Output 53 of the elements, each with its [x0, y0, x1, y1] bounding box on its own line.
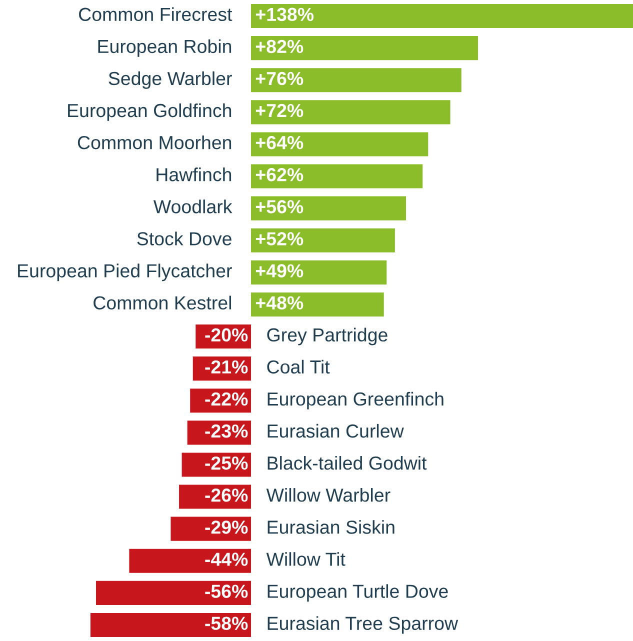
y-tick-label: Willow Tit — [266, 552, 346, 566]
data-label: -26% — [205, 488, 248, 502]
data-label: -22% — [205, 392, 248, 406]
y-tick-label: European Goldfinch — [68, 103, 232, 121]
bar — [251, 292, 384, 316]
y-tick-label: European Greenfinch — [268, 392, 444, 410]
data-label: +49% — [256, 264, 304, 278]
data-label: -58% — [205, 616, 248, 630]
y-tick-label: European Pied Flycatcher — [18, 264, 232, 282]
data-label: +64% — [256, 136, 304, 150]
data-label: +72% — [256, 104, 304, 118]
bar — [251, 228, 395, 252]
bar — [251, 36, 478, 60]
bar — [251, 132, 428, 156]
y-tick-label: Willow Warbler — [266, 488, 390, 502]
bar — [96, 580, 251, 605]
y-tick-label: Stock Dove — [137, 232, 232, 246]
data-label: +62% — [256, 168, 304, 182]
bar — [251, 164, 423, 188]
y-tick-label: Black-tailed Godwit — [268, 456, 427, 470]
y-tick-label: Sedge Warbler — [108, 71, 232, 89]
y-tick-label: Common Kestrel — [94, 296, 232, 310]
data-label: -29% — [205, 520, 248, 534]
y-tick-label: Eurasian Tree Sparrow — [268, 616, 458, 634]
y-tick-label: European Turtle Dove — [268, 584, 448, 602]
data-label: +52% — [256, 232, 304, 246]
y-tick-label: Eurasian Curlew — [268, 424, 404, 438]
bar — [251, 100, 450, 124]
y-tick-label: European Robin — [98, 39, 232, 57]
data-label: +76% — [256, 72, 304, 86]
data-label: -21% — [205, 360, 248, 374]
bar — [129, 548, 251, 573]
bar — [90, 612, 251, 637]
data-label: -44% — [205, 552, 248, 566]
y-tick-label: Woodlark — [153, 200, 232, 214]
y-tick-label: Coal Tit — [267, 360, 330, 374]
bar — [251, 196, 406, 220]
data-label: +138% — [256, 8, 314, 22]
data-label: +82% — [256, 40, 304, 54]
data-label: -25% — [205, 456, 248, 470]
y-tick-label: Common Firecrest — [79, 7, 232, 22]
bar — [251, 4, 633, 28]
data-label: +48% — [256, 296, 304, 310]
y-tick-label: Common Moorhen — [78, 135, 232, 150]
data-label: -23% — [205, 424, 248, 438]
bar — [251, 260, 387, 284]
y-tick-label: Grey Partridge — [267, 328, 388, 346]
y-tick-label: Eurasian Siskin — [268, 520, 394, 534]
y-tick-label: Hawfinch — [156, 168, 232, 182]
data-label: +56% — [256, 200, 304, 214]
data-label: -20% — [205, 328, 248, 342]
data-label: -56% — [205, 584, 248, 598]
bar — [251, 68, 462, 92]
